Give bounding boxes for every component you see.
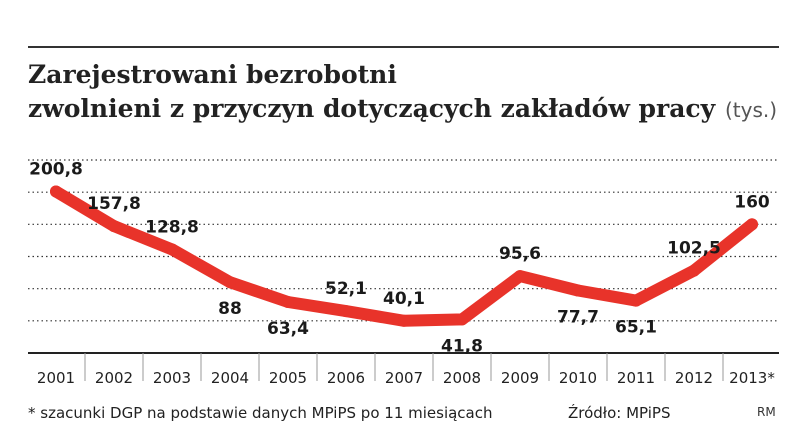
x-axis-ticks	[84, 353, 724, 381]
data-label: 88	[218, 299, 242, 319]
x-axis-labels: 2001 2002 2003 2004 2005 2006 2007 2008 2009 2010…	[37, 369, 775, 387]
data-label: 157,8	[87, 194, 141, 214]
data-point	[340, 305, 352, 318]
data-point	[514, 270, 526, 283]
data-point	[224, 276, 236, 289]
data-point	[746, 218, 758, 231]
x-tick-label: 2003	[153, 369, 191, 387]
x-tick-label: 2002	[95, 369, 133, 387]
x-tick-label: 2008	[443, 369, 481, 387]
data-label: 41,8	[441, 336, 483, 356]
x-tick-label: 2013*	[729, 369, 775, 387]
data-label: 160	[734, 192, 770, 212]
data-point	[572, 284, 584, 297]
top-rule	[28, 46, 779, 48]
data-point	[456, 313, 468, 326]
chart-title-line1: Zarejestrowani bezrobotni	[28, 60, 397, 89]
x-tick-label: 2012	[675, 369, 713, 387]
x-tick-label: 2009	[501, 369, 539, 387]
data-point	[108, 220, 120, 233]
data-point	[166, 243, 178, 256]
data-label: 65,1	[615, 318, 657, 338]
x-tick-label: 2001	[37, 369, 75, 387]
data-label: 63,4	[267, 319, 309, 339]
source-note: Źródło: MPiPS	[568, 404, 671, 422]
data-point	[688, 264, 700, 277]
x-tick-label: 2005	[269, 369, 307, 387]
data-label: 40,1	[383, 289, 425, 309]
data-point	[50, 185, 62, 198]
data-label: 77,7	[557, 308, 599, 328]
line-chart: 2001 2002 2003 2004 2005 2006 2007 2008 2009 2010…	[28, 159, 779, 387]
x-tick-label: 2011	[617, 369, 655, 387]
data-points	[50, 185, 758, 327]
data-point	[398, 314, 410, 327]
author-initials: RM	[757, 405, 776, 419]
x-tick-label: 2010	[559, 369, 597, 387]
x-tick-label: 2006	[327, 369, 365, 387]
data-point	[282, 296, 294, 309]
data-label: 52,1	[325, 279, 367, 299]
footnote: * szacunki DGP na podstawie danych MPiPS…	[28, 404, 493, 422]
x-tick-label: 2004	[211, 369, 249, 387]
data-label: 102,5	[667, 239, 721, 259]
chart-title-line2: zwolnieni z przyczyn dotyczących zakładó…	[28, 94, 716, 123]
x-tick-label: 2007	[385, 369, 423, 387]
data-label: 128,8	[145, 217, 199, 237]
data-label: 95,6	[499, 244, 541, 264]
data-label: 200,8	[29, 160, 83, 180]
unit-label: (tys.)	[725, 98, 778, 122]
data-point	[630, 294, 642, 307]
